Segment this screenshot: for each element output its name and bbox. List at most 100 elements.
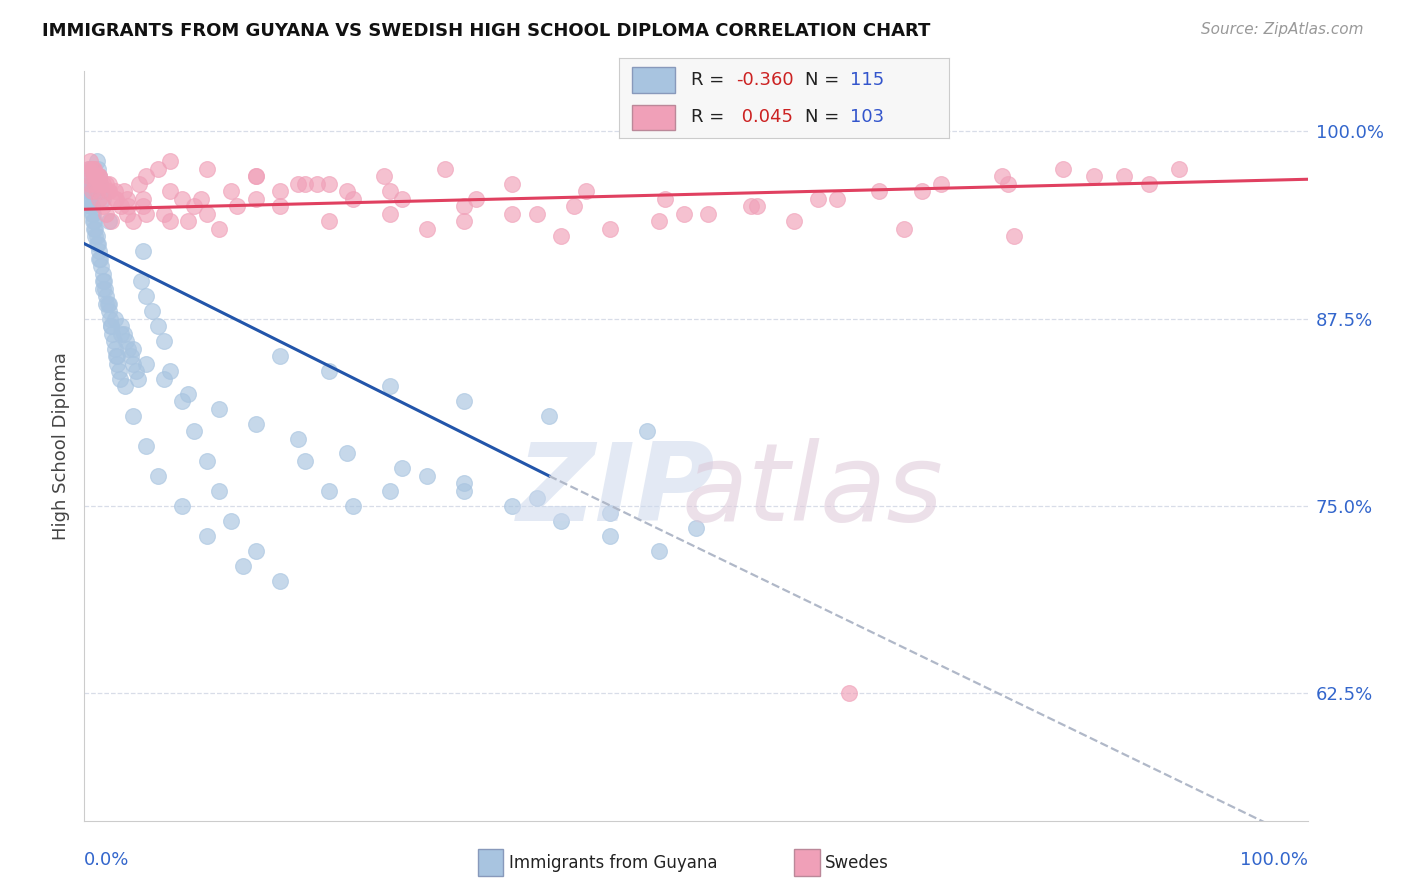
Point <box>97 296 120 310</box>
Point <box>86 229 108 244</box>
Point <box>538 409 561 423</box>
Point <box>89 252 111 266</box>
Point <box>77 169 100 184</box>
Point <box>132 192 155 206</box>
Point <box>115 207 138 221</box>
Point <box>84 221 107 235</box>
Point <box>648 214 671 228</box>
Point <box>453 199 475 213</box>
Point <box>1002 229 1025 244</box>
Point <box>84 177 107 191</box>
Text: IMMIGRANTS FROM GUYANA VS SWEDISH HIGH SCHOOL DIPLOMA CORRELATION CHART: IMMIGRANTS FROM GUYANA VS SWEDISH HIGH S… <box>42 22 931 40</box>
Text: Source: ZipAtlas.com: Source: ZipAtlas.com <box>1201 22 1364 37</box>
Text: 100.0%: 100.0% <box>1240 851 1308 869</box>
Point <box>991 169 1014 184</box>
Point <box>159 214 181 228</box>
Point <box>342 192 364 206</box>
Point <box>183 199 205 213</box>
Point <box>105 357 128 371</box>
Point <box>87 192 110 206</box>
Point <box>195 207 218 221</box>
Point <box>453 483 475 498</box>
Point <box>697 207 720 221</box>
Point <box>177 386 200 401</box>
Point <box>575 184 598 198</box>
Point <box>79 154 101 169</box>
Point <box>135 207 157 221</box>
Point <box>97 296 120 310</box>
Point <box>599 507 621 521</box>
Point <box>464 192 486 206</box>
Point <box>672 207 695 221</box>
Point <box>245 169 267 184</box>
Point <box>83 221 105 235</box>
Point <box>122 342 145 356</box>
Point <box>93 274 115 288</box>
Point <box>648 544 671 558</box>
Point <box>453 394 475 409</box>
Point <box>380 184 402 198</box>
Point <box>416 469 439 483</box>
Point <box>807 192 830 206</box>
Point <box>79 184 101 198</box>
Point <box>117 342 139 356</box>
Point <box>305 177 328 191</box>
Point <box>91 282 114 296</box>
Point <box>91 177 114 191</box>
Point <box>526 491 548 506</box>
Point <box>90 184 112 198</box>
Text: N =: N = <box>806 109 845 127</box>
Point <box>128 177 150 191</box>
Y-axis label: High School Diploma: High School Diploma <box>52 352 70 540</box>
Point <box>172 499 194 513</box>
Point <box>112 184 135 198</box>
Point <box>97 184 120 198</box>
Point <box>135 439 157 453</box>
Point <box>77 169 100 184</box>
Point <box>91 267 114 281</box>
Point <box>825 192 848 206</box>
Point <box>177 214 200 228</box>
Text: 0.045: 0.045 <box>735 109 793 127</box>
Point <box>380 207 402 221</box>
Point <box>380 379 402 393</box>
Point <box>195 454 218 468</box>
Point <box>83 169 105 184</box>
Text: R =: R = <box>692 70 730 88</box>
Point <box>80 161 103 176</box>
Point <box>391 192 413 206</box>
Point <box>83 214 105 228</box>
Point <box>89 177 111 191</box>
Point <box>269 574 291 588</box>
Point <box>96 177 118 191</box>
Point <box>103 334 125 348</box>
Point <box>502 499 524 513</box>
Text: 0.0%: 0.0% <box>84 851 129 869</box>
Point <box>91 199 114 213</box>
Point <box>135 289 157 303</box>
Point <box>911 184 934 198</box>
Point <box>287 177 309 191</box>
Point <box>79 199 101 213</box>
Text: N =: N = <box>806 70 845 88</box>
Text: atlas: atlas <box>682 439 943 543</box>
Point <box>380 483 402 498</box>
Point <box>195 529 218 543</box>
Point <box>104 192 127 206</box>
Point <box>120 349 142 363</box>
Point <box>502 177 524 191</box>
Point <box>115 192 138 206</box>
Point <box>87 169 110 184</box>
Point <box>219 514 242 528</box>
Point <box>87 244 110 259</box>
Point <box>86 184 108 198</box>
Point <box>97 184 120 198</box>
Point <box>112 326 135 341</box>
Point <box>269 199 291 213</box>
Point <box>101 326 124 341</box>
Point <box>1083 169 1105 184</box>
Point <box>108 371 131 385</box>
Point <box>105 349 128 363</box>
Point <box>336 446 359 460</box>
Point <box>245 544 267 558</box>
